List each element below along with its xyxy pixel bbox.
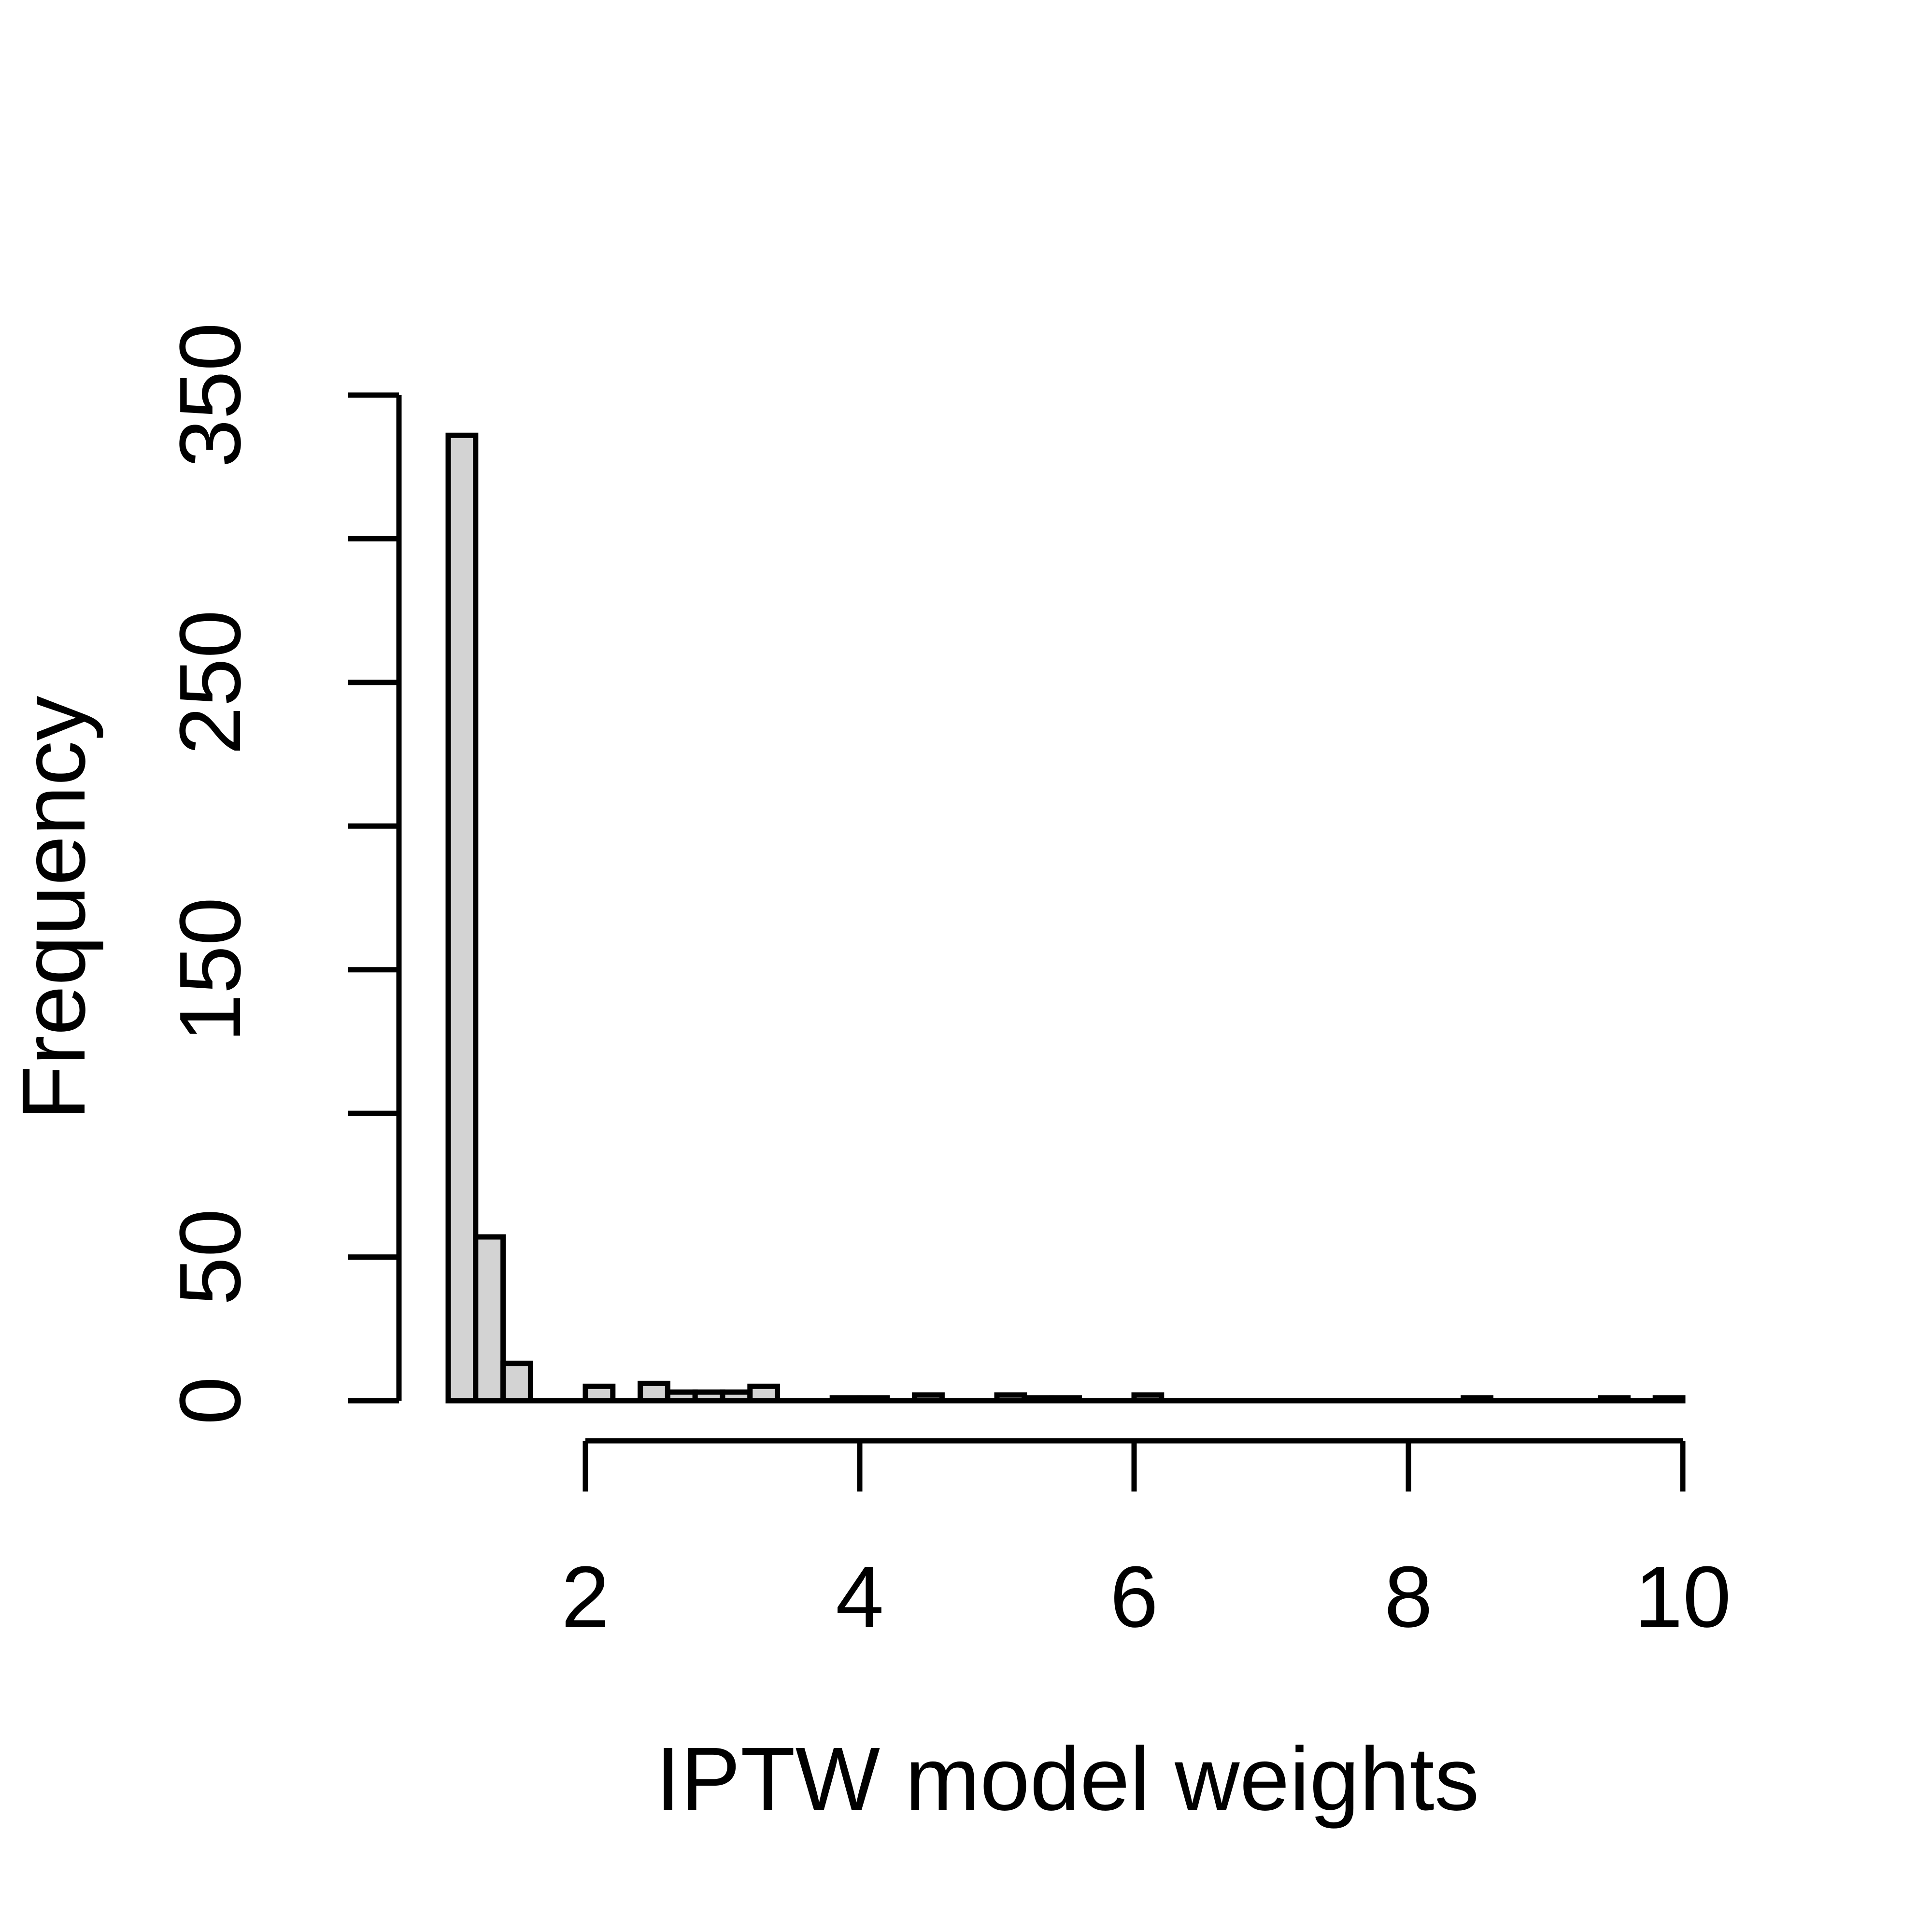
y-tick-label: 50 <box>162 1208 259 1305</box>
histogram-bar <box>500 1361 533 1404</box>
histogram-bar <box>912 1392 945 1404</box>
x-tick-label: 8 <box>1384 1548 1433 1646</box>
histogram-bar <box>1652 1395 1686 1404</box>
histogram-bar <box>829 1395 863 1404</box>
histogram-bar <box>473 1234 506 1404</box>
histogram-bar <box>582 1383 616 1404</box>
x-axis: 2 4 6 8 10 <box>561 1438 1731 1646</box>
y-tick-label: 150 <box>162 897 259 1042</box>
histogram-bar <box>747 1383 781 1404</box>
y-axis: 0 50 150 250 350 <box>162 323 402 1425</box>
histogram-bar <box>665 1389 698 1404</box>
y-tick-label: 250 <box>162 610 259 755</box>
histogram-bar <box>994 1392 1027 1404</box>
y-tick-label: 350 <box>162 323 259 468</box>
histogram-bar <box>1598 1395 1631 1404</box>
histogram-bar <box>638 1380 670 1404</box>
x-tick-label: 6 <box>1110 1548 1158 1646</box>
histogram-bar <box>720 1389 753 1404</box>
x-tick-label: 2 <box>561 1548 610 1646</box>
histogram-bar <box>1049 1395 1082 1404</box>
histogram-bar <box>1022 1395 1055 1404</box>
histogram-bars <box>445 432 1686 1404</box>
histogram-bar <box>445 432 479 1404</box>
x-tick-label: 10 <box>1634 1548 1731 1646</box>
histogram-bar <box>1461 1395 1493 1404</box>
x-axis-title: IPTW model weights <box>655 1729 1479 1829</box>
y-tick-label: 0 <box>162 1377 259 1425</box>
histogram-bar <box>1131 1392 1165 1404</box>
histogram-bar <box>857 1395 890 1404</box>
histogram-bar <box>692 1389 725 1404</box>
y-axis-title: Frequency <box>4 696 104 1121</box>
x-tick-label: 4 <box>836 1548 884 1646</box>
